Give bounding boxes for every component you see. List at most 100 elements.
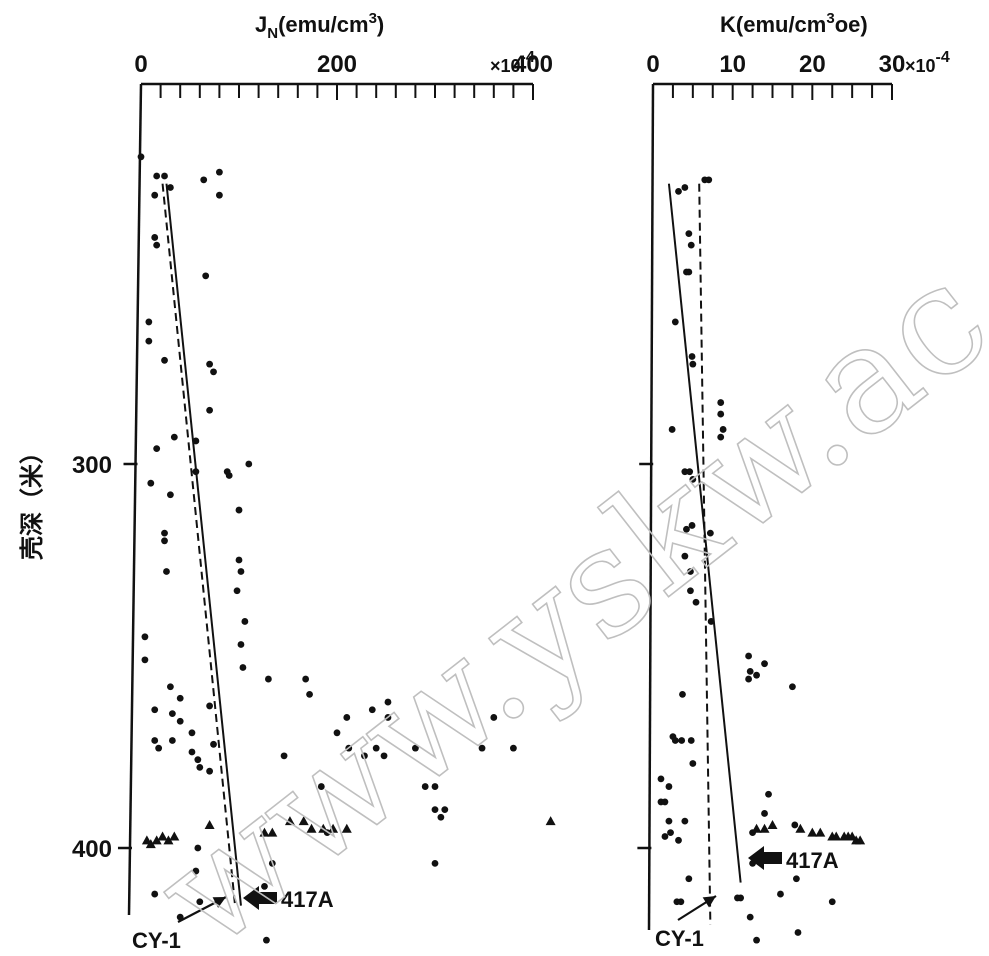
jn-axis-title: JN(emu/cm3) <box>255 10 384 42</box>
data-point-dot <box>681 468 689 476</box>
data-point-dot <box>176 694 184 702</box>
data-point-dot <box>202 272 210 280</box>
data-point-dot <box>791 821 799 829</box>
trend-line-dashed <box>161 183 237 906</box>
annotation-label-cy1: CY-1 <box>655 926 704 951</box>
k-trend-lines <box>667 183 742 925</box>
data-point-dot <box>161 356 168 364</box>
data-point-dot <box>677 898 685 906</box>
data-point-dot <box>706 529 714 537</box>
data-point-dot <box>678 737 686 744</box>
data-point-triangle <box>306 823 317 833</box>
data-point-triangle <box>157 831 168 841</box>
data-point-dot <box>707 618 715 625</box>
jn-y-tick-labels: 300 400 <box>72 452 112 863</box>
data-point-triangle <box>151 835 162 845</box>
data-point-triangle <box>328 823 339 833</box>
data-point-dot <box>263 936 270 944</box>
data-point-dot <box>168 737 176 744</box>
data-point-dot <box>235 506 243 514</box>
data-point-dot <box>671 737 679 744</box>
data-point-dot <box>761 660 768 668</box>
data-point-dot <box>168 710 176 717</box>
data-point-dot <box>206 702 214 710</box>
data-point-dot <box>206 767 214 775</box>
data-point-dot <box>261 883 268 890</box>
x-tick-label: 10 <box>719 51 746 78</box>
data-point-dot <box>668 426 676 433</box>
data-point-triangle <box>341 823 352 833</box>
data-point-dot <box>188 748 196 756</box>
data-point-dot <box>151 191 159 199</box>
data-point-triangle <box>795 823 806 833</box>
data-point-dot <box>216 191 223 199</box>
data-point-dot <box>719 426 727 433</box>
data-point-dot <box>167 683 174 691</box>
data-point-dot <box>765 790 772 798</box>
data-point-dot <box>490 714 498 721</box>
data-point-dot <box>167 491 174 499</box>
data-point-dot <box>151 234 159 241</box>
data-point-triangle <box>831 831 842 841</box>
data-point-dot <box>665 817 673 825</box>
k-x-tick-labels: 0 10 20 30 <box>646 51 905 78</box>
data-point-dot <box>151 706 159 714</box>
data-point-dot <box>380 752 388 760</box>
data-point-dot <box>685 230 693 238</box>
data-point-triangle <box>284 816 295 826</box>
data-point-dot <box>794 929 802 936</box>
data-point-dot <box>141 656 149 664</box>
data-point-triangle <box>259 827 270 837</box>
data-point-dot <box>280 752 288 760</box>
data-point-dot <box>679 691 686 698</box>
data-point-dot <box>675 836 682 844</box>
annotation-label-417a: 417A <box>281 887 334 912</box>
y-tick-label: 300 <box>72 452 112 479</box>
data-point-dot <box>745 652 752 660</box>
data-point-dot <box>681 817 689 825</box>
data-point-dot <box>705 176 713 184</box>
data-point-dot <box>153 241 161 249</box>
data-point-dot <box>170 433 178 441</box>
data-point-dot <box>210 368 217 376</box>
data-point-dot <box>245 460 253 468</box>
data-point-dot <box>333 729 341 737</box>
data-point-dot <box>176 717 184 725</box>
data-point-dot <box>188 729 196 737</box>
data-point-dot <box>194 844 202 852</box>
data-point-dot <box>192 468 200 476</box>
data-point-dot <box>431 806 439 813</box>
data-point-dot <box>206 360 214 368</box>
data-point-triangle <box>145 839 156 849</box>
data-point-dot <box>167 184 174 191</box>
watermark: www.yskw.ac.cn <box>125 90 989 956</box>
data-point-dot <box>163 568 170 575</box>
data-point-dot <box>437 813 445 821</box>
data-point-dot <box>196 898 204 906</box>
data-point-dot <box>151 890 159 898</box>
panel-jn: JN(emu/cm3) 0 200 400 ×10-4 300 400 壳深（米） C… <box>18 10 556 953</box>
data-point-triangle <box>759 823 770 833</box>
data-point-dot <box>685 875 693 883</box>
data-point-dot <box>689 760 697 767</box>
data-point-dot <box>361 752 368 760</box>
data-point-dot <box>657 775 665 783</box>
data-point-dot <box>233 587 241 595</box>
data-point-dot <box>343 714 351 721</box>
data-point-dot <box>789 683 796 691</box>
x-tick-label: 200 <box>317 51 357 78</box>
data-point-dot <box>153 172 161 180</box>
data-point-dot <box>761 810 768 817</box>
data-point-dot <box>687 241 695 249</box>
data-point-dot <box>737 894 745 902</box>
data-point-dot <box>510 744 517 752</box>
data-point-dot <box>717 399 725 406</box>
data-point-dot <box>675 187 682 195</box>
data-point-triangle <box>767 819 778 829</box>
data-point-dot <box>441 806 449 813</box>
data-point-dot <box>753 936 760 944</box>
data-point-triangle <box>855 835 866 845</box>
data-point-dot <box>210 740 217 748</box>
data-point-dot <box>192 867 200 875</box>
